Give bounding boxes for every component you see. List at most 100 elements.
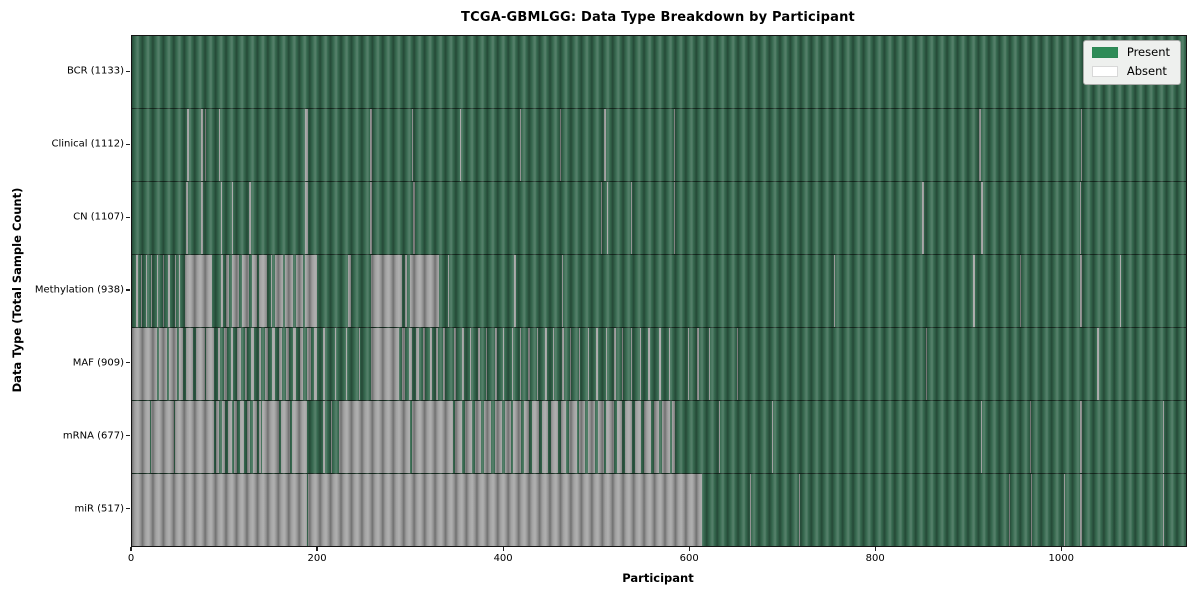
absent-segment — [1162, 401, 1164, 473]
absent-segment — [505, 401, 511, 473]
absent-segment — [668, 328, 670, 400]
absent-segment — [1080, 109, 1082, 181]
absent-segment — [258, 328, 262, 400]
row-mir — [132, 473, 1186, 546]
absent-segment — [1079, 401, 1082, 473]
absent-segment — [221, 255, 224, 327]
absent-segment — [265, 328, 268, 400]
absent-segment — [1020, 255, 1022, 327]
y-tick-mark — [126, 216, 130, 218]
absent-segment — [550, 401, 559, 473]
absent-segment — [141, 255, 143, 327]
row-bcr — [132, 36, 1186, 108]
y-tick-mark — [126, 143, 130, 145]
x-tick-label: 1000 — [1048, 553, 1074, 564]
absent-segment — [410, 255, 439, 327]
absent-segment — [528, 328, 531, 400]
legend-item-present: Present — [1091, 45, 1170, 59]
absent-segment — [239, 401, 244, 473]
absent-segment — [347, 255, 351, 327]
absent-segment — [221, 182, 223, 254]
legend-label-absent: Absent — [1126, 63, 1167, 78]
absent-segment — [587, 401, 596, 473]
absent-segment — [371, 328, 399, 400]
x-tick-label: 600 — [679, 553, 699, 564]
absent-segment — [237, 328, 241, 400]
absent-segment — [292, 401, 307, 473]
absent-segment — [600, 182, 602, 254]
absent-segment — [179, 255, 181, 327]
absent-segment — [925, 328, 928, 400]
absent-segment — [271, 328, 276, 400]
absent-segment — [305, 182, 308, 254]
absent-segment — [719, 401, 720, 473]
absent-segment — [453, 328, 456, 400]
absent-segment — [252, 255, 257, 327]
absent-segment — [486, 328, 488, 400]
absent-segment — [478, 328, 480, 400]
x-tick-label: 200 — [307, 553, 327, 564]
absent-segment — [1162, 474, 1164, 546]
y-tick-mark — [126, 507, 130, 510]
absent-segment — [454, 401, 463, 473]
absent-segment — [249, 182, 252, 254]
y-tick-label: BCR (1133) — [66, 65, 124, 77]
absent-segment — [285, 255, 293, 327]
x-tick-mark — [688, 546, 690, 551]
absent-segment — [409, 328, 412, 400]
y-tick-label: miR (517) — [74, 503, 124, 515]
legend-item-absent: Absent — [1091, 63, 1170, 78]
absent-segment — [185, 255, 212, 327]
absent-segment — [630, 182, 633, 254]
absent-segment — [370, 182, 372, 254]
absent-segment — [292, 328, 296, 400]
absent-segment — [168, 255, 171, 327]
absent-segment — [536, 328, 538, 400]
absent-segment — [217, 328, 221, 400]
absent-segment — [674, 182, 676, 254]
absent-segment — [799, 474, 800, 546]
absent-segment — [132, 401, 150, 473]
absent-segment — [616, 401, 623, 473]
absent-segment — [219, 109, 221, 181]
absent-segment — [186, 109, 189, 181]
absent-segment — [200, 109, 203, 181]
absent-segment — [305, 255, 318, 327]
absent-swatch — [1091, 65, 1118, 77]
absent-segment — [241, 255, 250, 327]
absent-segment — [603, 109, 606, 181]
row-methylation — [132, 254, 1186, 327]
x-axis-label: Participant — [622, 571, 694, 585]
absent-segment — [613, 328, 616, 400]
y-tick-mark — [126, 289, 130, 291]
absent-segment — [150, 401, 174, 473]
absent-segment — [579, 401, 586, 473]
plot-area: Present Absent — [131, 35, 1187, 547]
absent-segment — [200, 182, 203, 254]
absent-segment — [295, 255, 304, 327]
absent-segment — [542, 401, 548, 473]
absent-segment — [519, 109, 521, 181]
absent-segment — [234, 401, 238, 473]
absent-segment — [578, 328, 581, 400]
x-tick-label: 800 — [865, 553, 885, 564]
absent-segment — [688, 328, 690, 400]
row-maf — [132, 327, 1186, 400]
present-swatch — [1091, 47, 1118, 59]
row-clinical — [132, 108, 1186, 181]
absent-segment — [1079, 474, 1082, 546]
absent-segment — [625, 401, 633, 473]
absent-segment — [598, 401, 604, 473]
absent-segment — [331, 401, 332, 473]
absent-segment — [639, 328, 641, 400]
absent-segment — [561, 328, 564, 400]
absent-segment — [300, 328, 304, 400]
y-tick-label: CN (1107) — [73, 211, 124, 223]
absent-segment — [206, 328, 214, 400]
absent-segment — [1064, 474, 1066, 546]
legend-label-present: Present — [1126, 45, 1170, 59]
absent-segment — [252, 401, 257, 473]
absent-segment — [358, 328, 360, 400]
absent-segment — [215, 401, 220, 473]
